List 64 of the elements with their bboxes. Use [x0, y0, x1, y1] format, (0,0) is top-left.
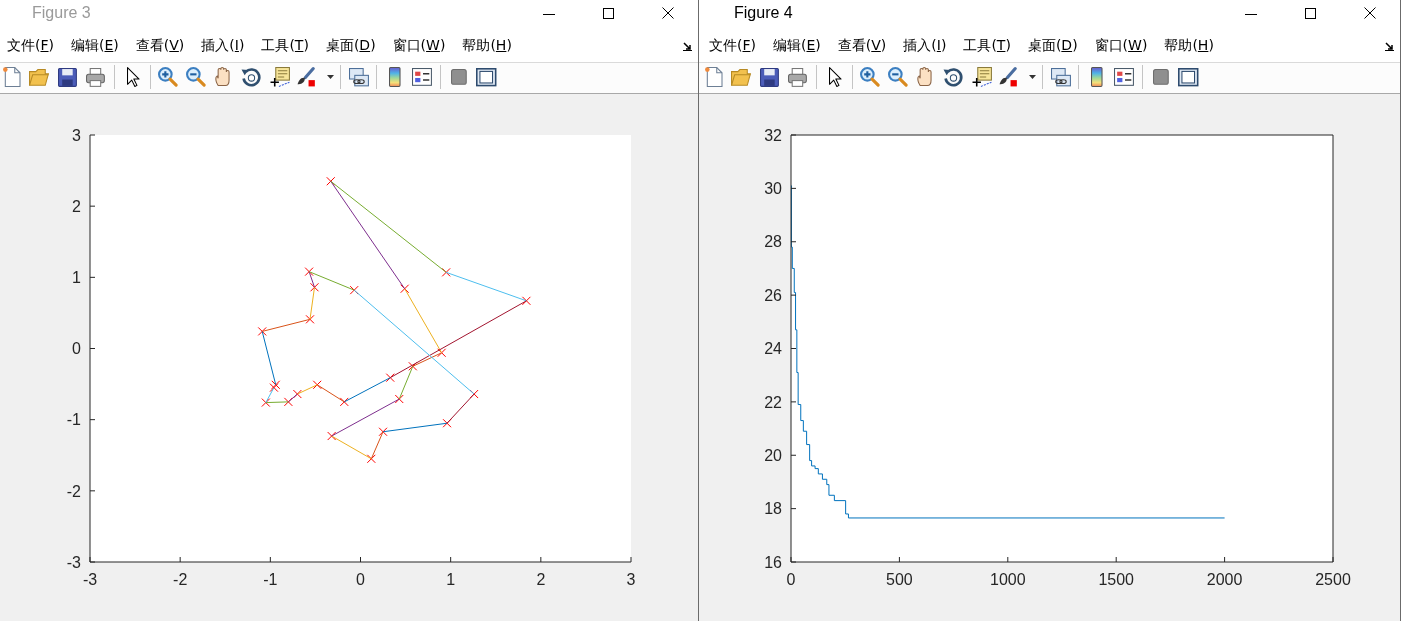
text: 工具(T)	[261, 37, 309, 55]
y-tick-label: 1	[72, 269, 82, 287]
x-tick-label: 500	[886, 571, 913, 589]
x-tick-label: -2	[173, 571, 188, 589]
x-tick-label: 0	[786, 571, 796, 589]
point	[261, 398, 271, 408]
text: 窗口(W)	[392, 37, 446, 55]
x-tick-label: 1000	[990, 571, 1026, 589]
x-tick-label: 2500	[1315, 571, 1351, 589]
text: 文件(F)	[7, 37, 54, 55]
point	[437, 348, 447, 358]
x-tick-label: 0	[356, 571, 366, 589]
point	[327, 431, 337, 441]
chart-title: Figure 3	[32, 4, 91, 22]
text: 桌面(D)	[325, 37, 376, 55]
point	[312, 380, 322, 390]
y-tick-label: 32	[764, 126, 783, 144]
point	[400, 284, 410, 294]
text: 插入(I)	[903, 37, 947, 55]
x-tick-label: 2000	[1206, 571, 1243, 589]
point	[292, 389, 302, 399]
y-tick-label: -2	[66, 482, 82, 500]
y-tick-label: 22	[764, 393, 783, 411]
y-tick-label: 30	[764, 180, 783, 198]
point	[521, 296, 531, 306]
text: 桌面(D)	[1027, 37, 1078, 55]
point	[385, 373, 395, 383]
point	[339, 397, 349, 407]
text: 帮助(H)	[1164, 37, 1214, 55]
y-tick-label: -1	[66, 411, 82, 429]
y-tick-label: -3	[66, 553, 82, 571]
y-tick-label: 2	[72, 197, 82, 215]
text: 查看(V)	[135, 37, 185, 55]
text: 帮助(H)	[462, 37, 512, 55]
text: 编辑(E)	[773, 37, 821, 55]
chart-title: Figure 4	[734, 4, 793, 22]
point	[441, 267, 451, 277]
x-tick-label: -1	[263, 571, 278, 589]
y-tick-label: 24	[764, 340, 783, 358]
y-tick-label: 3	[72, 126, 82, 144]
text: 工具(T)	[963, 37, 1011, 55]
text: 窗口(W)	[1094, 37, 1148, 55]
text: 查看(V)	[837, 37, 887, 55]
y-tick-label: 26	[764, 286, 783, 304]
point	[310, 282, 320, 292]
text: 编辑(E)	[71, 37, 119, 55]
point	[304, 267, 314, 277]
point	[442, 418, 452, 428]
point	[394, 394, 404, 404]
x-tick-label: 1500	[1098, 571, 1135, 589]
text: 插入(I)	[201, 37, 245, 55]
y-tick-label: 28	[764, 233, 783, 251]
y-tick-label: 20	[764, 446, 783, 464]
y-tick-label: 16	[764, 553, 783, 571]
y-tick-label: 18	[764, 500, 783, 518]
text: 文件(F)	[709, 37, 756, 55]
point	[378, 427, 388, 437]
point	[305, 314, 315, 324]
y-tick-label: 0	[72, 340, 82, 358]
point	[257, 326, 267, 336]
x-tick-label: 3	[626, 571, 636, 589]
point	[366, 454, 376, 464]
x-tick-label: 1	[446, 571, 456, 589]
x-tick-label: 2	[536, 571, 546, 589]
